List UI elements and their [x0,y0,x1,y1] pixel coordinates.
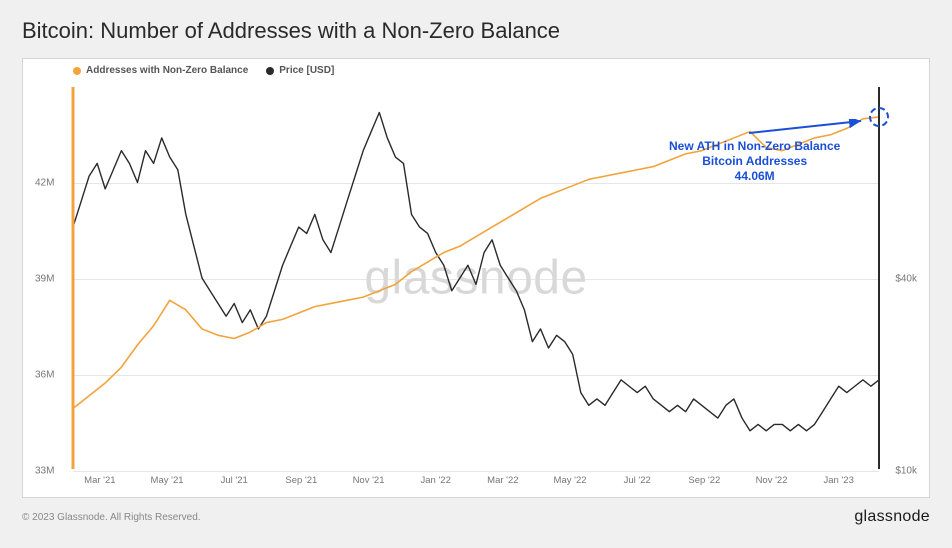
y-left-tick-label: 33M [35,466,54,477]
x-tick-label: Jul '22 [624,475,651,486]
x-tick-label: Mar '21 [84,475,115,486]
x-tick-label: Jan '22 [421,475,451,486]
y-right-tick-label: $10k [895,466,917,477]
y-left-tick-label: 39M [35,274,54,285]
legend-item-addresses: Addresses with Non-Zero Balance [73,65,248,76]
legend-item-price: Price [USD] [266,65,334,76]
y-left-tick-label: 36M [35,370,54,381]
x-axis-labels: Mar '21 May '21 Jul '21 Sep '21 Nov '21 Jan '… [73,475,879,489]
x-tick-label: Jan '23 [824,475,854,486]
x-tick-label: May '22 [554,475,587,486]
footer: © 2023 Glassnode. All Rights Reserved. g… [22,508,930,526]
chart-container: Addresses with Non-Zero Balance Price [U… [22,58,930,498]
x-tick-label: Nov '22 [756,475,788,486]
legend-label-price: Price [USD] [279,65,334,76]
brand-logo: glassnode [854,508,930,526]
x-tick-label: Sep '22 [688,475,720,486]
y-right-tick-label: $40k [895,274,917,285]
x-tick-label: Sep '21 [285,475,317,486]
plot-area: glassnode 33M36M39M42M $10k$40k New ATH … [73,87,879,469]
chart-title: Bitcoin: Number of Addresses with a Non-… [22,18,930,44]
plot-svg [73,87,879,469]
copyright-text: © 2023 Glassnode. All Rights Reserved. [22,512,201,523]
y-left-tick-label: 42M [35,178,54,189]
x-tick-label: Jul '21 [221,475,248,486]
legend: Addresses with Non-Zero Balance Price [U… [23,65,929,76]
legend-label-addresses: Addresses with Non-Zero Balance [86,65,248,76]
legend-swatch-addresses [73,67,81,75]
x-tick-label: Mar '22 [487,475,518,486]
legend-swatch-price [266,67,274,75]
x-tick-label: May '21 [151,475,184,486]
x-tick-label: Nov '21 [353,475,385,486]
